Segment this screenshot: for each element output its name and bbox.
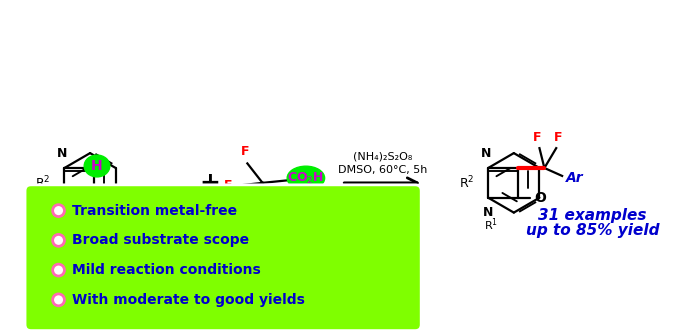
Text: O: O	[534, 191, 546, 205]
Circle shape	[53, 264, 64, 276]
Text: R$^1$: R$^1$	[60, 216, 74, 233]
Text: F: F	[554, 131, 563, 144]
Text: N: N	[481, 147, 492, 160]
Ellipse shape	[84, 155, 110, 177]
Text: (NH₄)₂S₂O₈: (NH₄)₂S₂O₈	[353, 151, 412, 161]
Text: -CO₂, - H₂: -CO₂, - H₂	[350, 193, 414, 206]
Text: F: F	[224, 179, 233, 192]
Ellipse shape	[287, 166, 324, 190]
Text: Mild reaction conditions: Mild reaction conditions	[72, 263, 261, 277]
Text: H: H	[91, 159, 103, 173]
Text: Ar: Ar	[566, 171, 584, 185]
Text: CO$_2$H: CO$_2$H	[287, 170, 324, 186]
Text: R$^1$: R$^1$	[484, 216, 498, 233]
Text: With moderate to good yields: With moderate to good yields	[72, 293, 305, 307]
Text: N: N	[60, 206, 70, 219]
Text: N: N	[483, 206, 494, 219]
Text: Transition metal-free: Transition metal-free	[72, 204, 238, 217]
Text: DMSO, 60°C, 5h: DMSO, 60°C, 5h	[338, 165, 427, 175]
Text: up to 85% yield: up to 85% yield	[526, 223, 659, 238]
Text: N: N	[58, 147, 68, 160]
Text: Broad substrate scope: Broad substrate scope	[72, 233, 249, 247]
Text: +: +	[200, 171, 221, 195]
Text: R$^2$: R$^2$	[459, 174, 475, 191]
Text: F: F	[241, 145, 250, 159]
FancyBboxPatch shape	[25, 185, 421, 331]
Circle shape	[53, 205, 64, 216]
Text: Ar: Ar	[254, 213, 271, 227]
Text: 31 examples: 31 examples	[538, 208, 647, 223]
Text: R$^2$: R$^2$	[35, 174, 51, 191]
Circle shape	[53, 294, 64, 306]
Text: F: F	[533, 131, 542, 144]
Circle shape	[53, 234, 64, 246]
Text: O: O	[110, 191, 122, 205]
